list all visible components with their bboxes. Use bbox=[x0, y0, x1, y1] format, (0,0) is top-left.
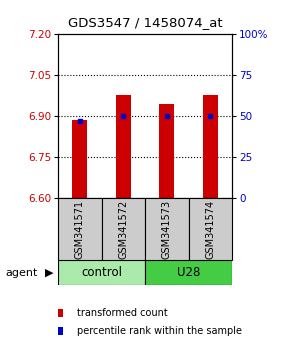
Bar bbox=[58, 260, 145, 285]
Text: percentile rank within the sample: percentile rank within the sample bbox=[77, 326, 242, 336]
Bar bbox=[116, 95, 131, 198]
Bar bbox=[159, 104, 174, 198]
Text: control: control bbox=[81, 266, 122, 279]
Bar bbox=[203, 95, 218, 198]
Bar bbox=[145, 198, 188, 260]
Bar bbox=[58, 327, 63, 335]
Text: GSM341572: GSM341572 bbox=[118, 200, 128, 259]
Text: transformed count: transformed count bbox=[77, 308, 168, 318]
Text: U28: U28 bbox=[177, 266, 200, 279]
Text: GSM341571: GSM341571 bbox=[75, 200, 85, 259]
Text: GSM341574: GSM341574 bbox=[205, 200, 215, 259]
Bar bbox=[72, 120, 87, 198]
Text: ▶: ▶ bbox=[45, 268, 53, 278]
Bar bbox=[188, 198, 232, 260]
Text: GDS3547 / 1458074_at: GDS3547 / 1458074_at bbox=[68, 16, 222, 29]
Bar bbox=[58, 198, 102, 260]
Bar bbox=[145, 260, 232, 285]
Text: agent: agent bbox=[6, 268, 38, 278]
Bar bbox=[102, 198, 145, 260]
Text: GSM341573: GSM341573 bbox=[162, 200, 172, 259]
Bar bbox=[58, 309, 63, 317]
